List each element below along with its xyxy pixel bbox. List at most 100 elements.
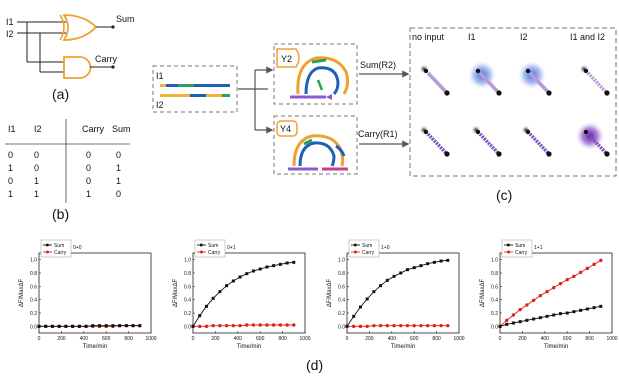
data-point-sum [37,324,41,328]
data-point-sum [131,324,135,328]
series-line-carry [193,324,294,327]
y-tick-label: 0.2 [30,311,37,317]
data-point-sum [258,267,262,271]
y-tick-label: 0.8 [30,271,37,277]
rod-end-dot [546,151,552,157]
data-point-carry [405,323,410,328]
chart-annotation: 0+0 [73,245,82,251]
circuit-input-i1-label: I1 [6,17,14,27]
legend-label: Sum [515,243,525,249]
y-axis-label: ΔF/MaxΔF [480,278,486,307]
data-point-sum [552,313,556,317]
data-point-carry [278,323,283,327]
truth-table-cell: 1 [34,189,39,199]
image-grid-column-header: I1 [468,32,476,42]
data-point-carry [578,270,583,275]
dna-origami-rod [478,71,500,94]
y-tick-label: 1.0 [491,258,498,264]
data-point-carry [365,324,369,329]
image-grid-cell-carry [521,125,552,157]
dna-origami-rod [528,132,550,155]
data-point-sum [292,260,296,264]
legend-label: Carry [362,250,375,256]
gate-y4-box [273,115,358,175]
data-point-sum [511,321,515,325]
data-point-carry [531,298,536,303]
y-tick-label: 0.4 [338,298,345,304]
gate-y4-tag: Y4 [280,124,291,134]
x-tick-label: 400 [388,336,397,342]
y-tick-label: 0.2 [184,311,191,317]
x-tick-label: 0 [192,336,195,342]
data-point-carry [505,318,509,323]
data-point-sum [57,324,61,328]
y-tick-label: 0.2 [491,311,498,317]
truth-table-cell: 0 [34,150,39,160]
fluorescence-glow [575,121,605,151]
data-point-sum [77,324,81,328]
truth-table-cell: 1 [8,163,13,173]
truth-table-header: I1 [8,124,16,134]
data-point-sum [498,324,502,328]
y-tick-label: 0.4 [30,298,37,304]
data-point-sum [432,260,436,264]
data-point-sum [446,258,450,262]
input-strand-i1-icon [160,84,230,87]
data-point-carry [399,323,403,328]
data-point-sum [365,297,369,301]
data-point-carry [425,323,430,328]
data-point-sum [419,264,423,268]
data-point-sum [50,324,54,328]
legend-marker [46,243,49,247]
x-tick-label: 600 [563,336,572,342]
legend-marker [200,243,203,247]
image-grid-cell-carry [575,121,610,157]
data-point-sum [532,317,536,321]
data-point-carry [204,324,209,329]
data-point-sum [245,272,249,276]
x-tick-label: 800 [585,336,594,342]
data-point-sum [272,264,276,268]
data-point-sum [599,304,603,308]
rod-end-dot [444,151,450,157]
data-point-carry [238,323,242,328]
rod-start-dot [525,129,531,135]
y-tick-label: 0.8 [338,271,345,277]
data-point-sum [104,324,108,328]
truth-table-cell: 0 [8,150,13,160]
y-tick-label: 0.6 [30,284,37,290]
data-point-sum [518,320,522,324]
truth-table-header: I2 [34,124,42,134]
input-strand-i2-icon [160,94,230,97]
legend-marker [507,243,510,247]
rod-end-dot [444,90,450,96]
data-point-carry [224,323,229,328]
chart-annotation: 1+1 [534,245,543,251]
truth-table-cell: 0 [86,176,91,186]
x-tick-label: 600 [256,336,265,342]
dna-hairpin-y4-icon [288,134,348,171]
dna-origami-rod [586,71,608,94]
rod-start-dot [525,68,531,74]
series-line-sum [499,305,601,327]
kinetics-chart: 0 200 400 600 800 1000 0.0 0.2 0.4 0.6 0.8 1.0 Time/… [19,239,157,350]
data-point-carry [446,323,450,328]
data-point-carry [352,324,356,329]
data-point-carry [518,307,522,312]
plot-frame [38,252,152,334]
data-point-sum [265,265,269,269]
legend-label: Sum [362,243,372,249]
data-point-sum [592,306,596,310]
dna-hairpin-y2-icon [290,56,350,100]
data-point-carry [511,313,516,317]
carry-r1-label: Carry(R1) [358,129,398,139]
rod-end-dot [546,90,552,96]
data-point-carry [271,323,276,327]
legend-label: Carry [515,250,528,256]
image-grid-column-header: no input [412,32,445,42]
plot-frame [499,252,613,334]
rod-start-dot [423,68,429,74]
legend-label: Carry [54,250,67,256]
legend-marker [46,250,49,254]
dna-origami-rod [426,132,448,155]
